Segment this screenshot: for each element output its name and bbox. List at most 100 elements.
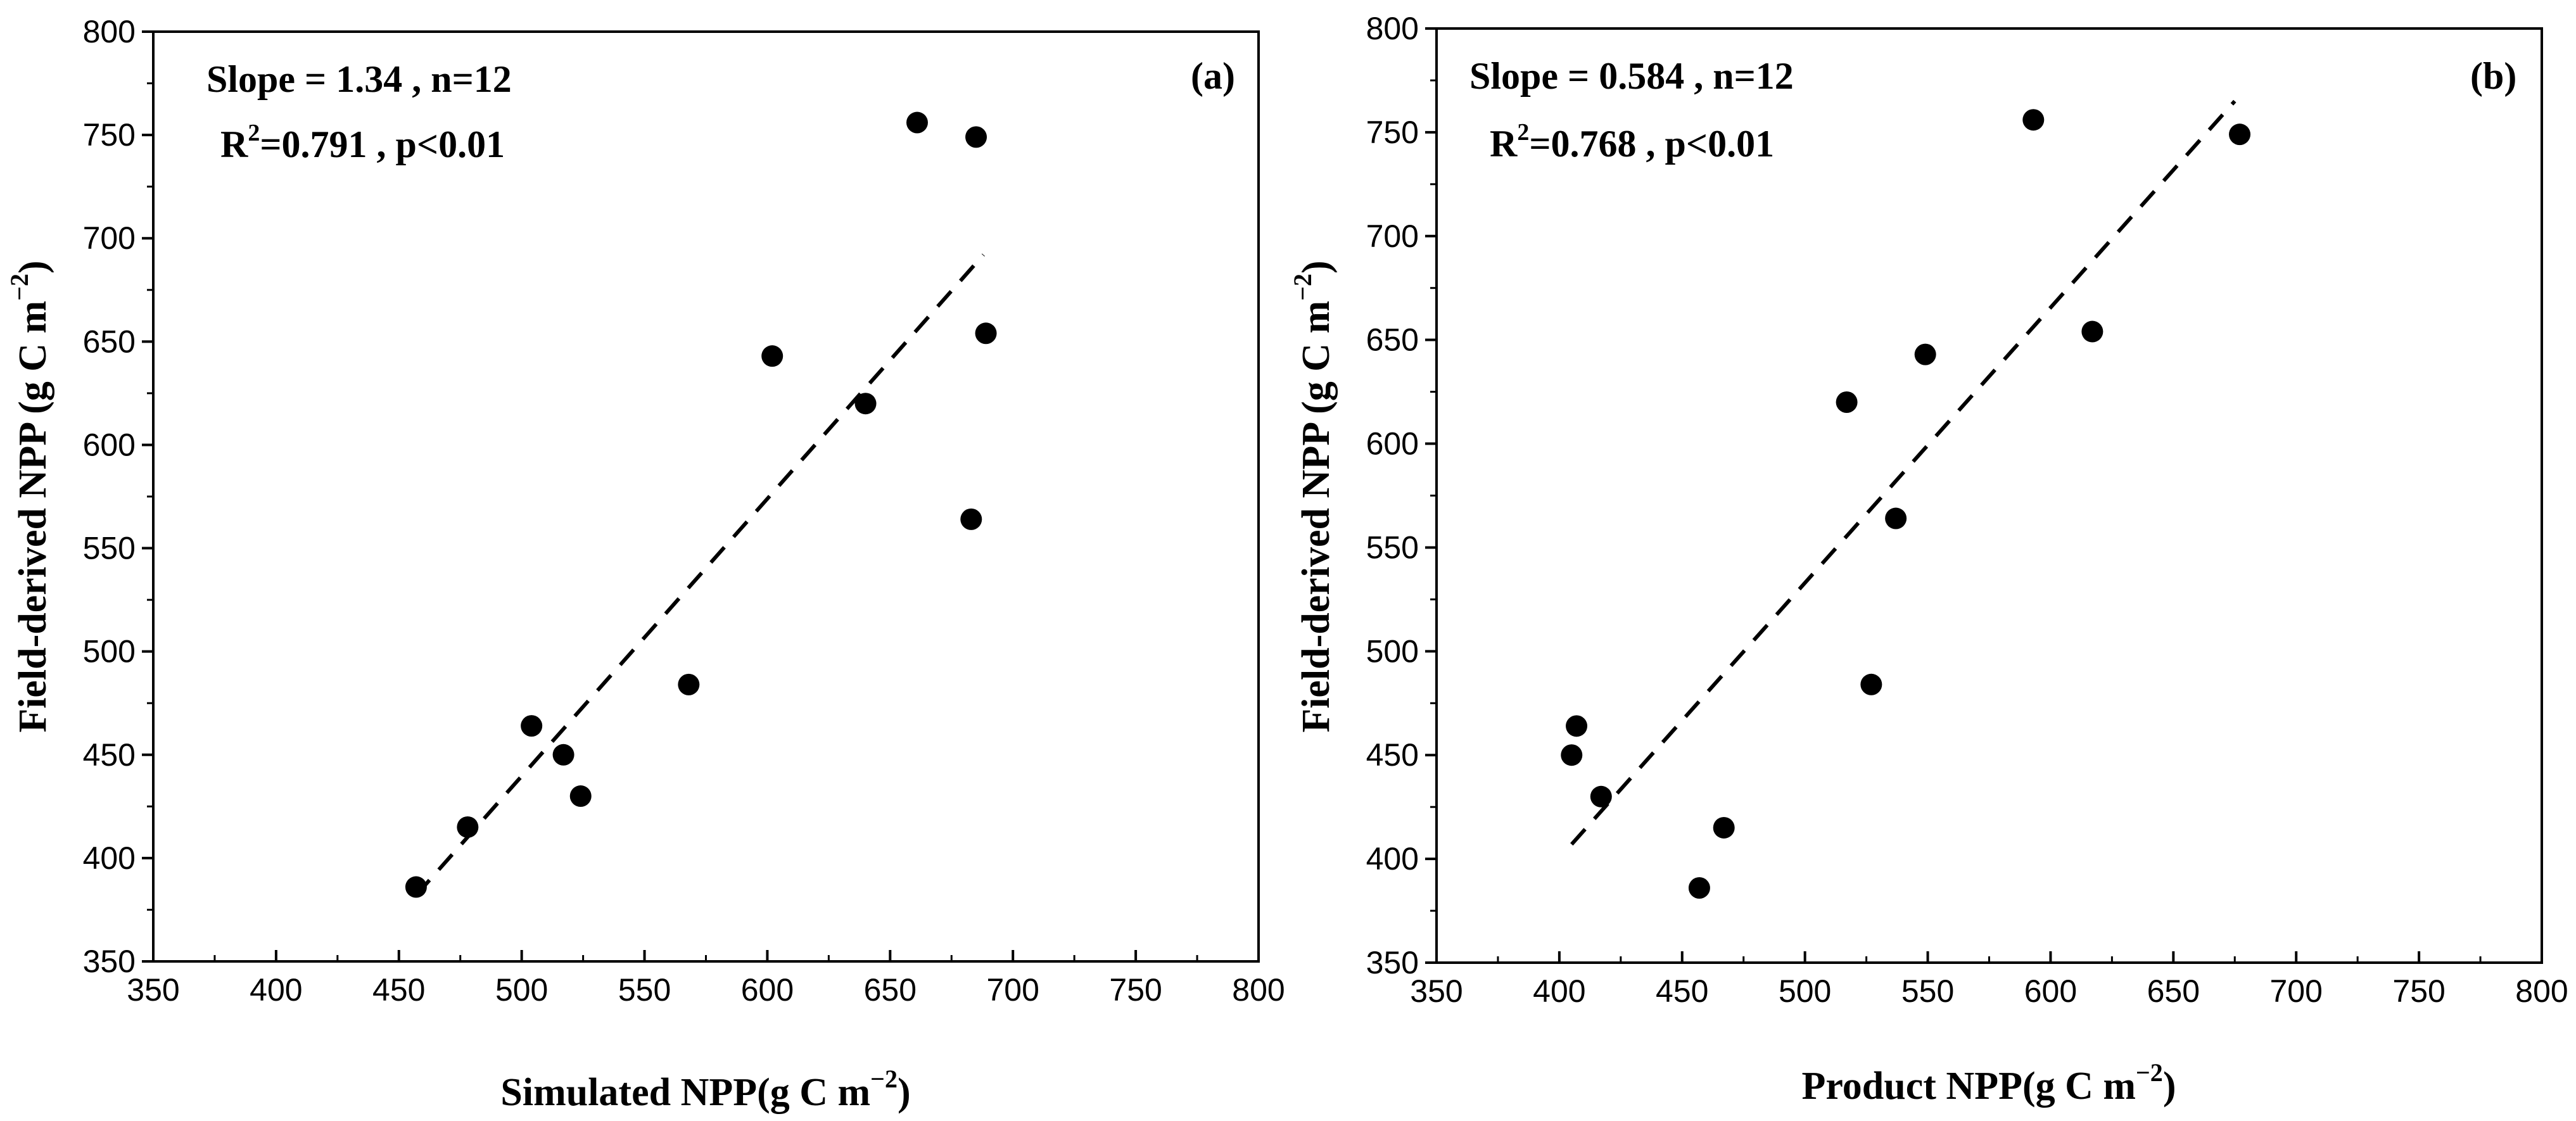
panel-b-annotation-r: R xyxy=(1490,123,1518,165)
panel-a-x-tick-label: 700 xyxy=(987,972,1039,1008)
panel-b-x-axis-label: Product NPP(g C m−2) xyxy=(1802,1058,2176,1108)
panel-b-x-axis-label-main: Product NPP(g C m xyxy=(1802,1065,2136,1108)
panel-a-x-axis-label-main: Simulated NPP(g C m xyxy=(500,1071,870,1114)
panel-b-x-tick-label: 450 xyxy=(1656,973,1708,1009)
panel-a-annotation-slope: Slope = 1.34 , n=12 xyxy=(206,58,512,100)
panel-a-data-point xyxy=(854,393,877,415)
panel-b-data-point xyxy=(2081,320,2103,343)
panel-a-data-point xyxy=(405,876,427,898)
panel-a-annotation-r-sup: 2 xyxy=(248,120,260,146)
panel-b-data-point xyxy=(1914,343,1936,365)
panel-b-fit-group xyxy=(1570,99,2237,846)
panel-a-y-tick-label: 750 xyxy=(83,117,136,153)
panel-b-data-point xyxy=(2229,124,2251,146)
panel-a-annotation-r2: R2=0.791 , p<0.01 xyxy=(220,120,505,165)
panel-b-x-tick-label: 350 xyxy=(1410,973,1462,1009)
panel-a-annotation-r: R xyxy=(220,124,248,165)
panel-a-x-tick-label: 350 xyxy=(127,972,179,1008)
panel-b-x-tick-label: 650 xyxy=(2147,973,2200,1009)
panel-a-y-axis-label-main: Field-derived NPP (g C m xyxy=(11,301,54,733)
panel-b-y-tick-label: 600 xyxy=(1366,426,1419,462)
panel-b-points xyxy=(1561,109,2251,899)
panel-a-data-point xyxy=(965,126,987,148)
panel-b-label: (b) xyxy=(2470,55,2516,97)
panel-a-data-point xyxy=(761,345,784,367)
panel-b-regression-line xyxy=(1570,99,2237,846)
panel-b-y-tick-label: 550 xyxy=(1366,529,1419,565)
panel-b-data-point xyxy=(1566,715,1588,737)
panel-a-y-tick-label: 700 xyxy=(83,220,136,256)
panel-b-data-point xyxy=(1713,816,1735,839)
panel-b-annotation-r-sup: 2 xyxy=(1517,119,1529,146)
panel-b-data-point xyxy=(2022,109,2045,131)
panel-b-y-tick-label: 700 xyxy=(1366,218,1419,254)
panel-b-data-point xyxy=(1688,877,1710,899)
panel-b-plot-frame xyxy=(1435,27,2543,964)
panel-b-y-axis-label-end: ) xyxy=(1295,260,1338,274)
panel-b-y-tick-label: 650 xyxy=(1366,322,1419,358)
panel-a-y-tick-label: 350 xyxy=(83,944,136,979)
panel-b-y-tick-label: 800 xyxy=(1366,11,1419,46)
panel-a-data-point xyxy=(906,111,928,134)
panel-b-data-point xyxy=(1860,673,1882,695)
panel-a-data-point xyxy=(960,508,982,530)
panel-a-x-tick-label: 600 xyxy=(741,972,794,1008)
panel-b-x-tick-label: 700 xyxy=(2270,973,2323,1009)
panel-a-x-tick-label: 450 xyxy=(372,972,425,1008)
panel-a-y-tick-label: 400 xyxy=(83,840,136,876)
panel-b-y-tick-label: 500 xyxy=(1366,633,1419,669)
panel-a-x-axis-label-end: ) xyxy=(898,1071,911,1114)
panel-a-y-axis-label: Field-derived NPP (g C m−2) xyxy=(5,260,54,732)
panel-b-y-axis-label-main: Field-derived NPP (g C m xyxy=(1295,301,1338,733)
panel-b-x-tick-label: 550 xyxy=(1901,973,1954,1009)
panel-b-y-tick-label: 750 xyxy=(1366,115,1419,150)
panel-a-regression-line xyxy=(414,253,985,897)
panel-a-y-tick-label: 450 xyxy=(83,737,136,773)
panel-a-data-point xyxy=(552,744,574,766)
panel-b: 350 400 450 500 550 600 650 700 750 800 350 400 450 5… xyxy=(1288,11,2568,1108)
panel-b-annotation-slope: Slope = 0.584 , n=12 xyxy=(1469,55,1794,97)
panel-a-y-tick-label: 550 xyxy=(83,531,136,566)
panel-a-x-axis-label-sup: −2 xyxy=(870,1065,898,1093)
panel-a-y-tick-label: 600 xyxy=(83,427,136,462)
panel-a-data-point xyxy=(457,816,479,838)
panel-a-y-axis-label-sup: −2 xyxy=(5,274,34,301)
panel-a-fit-group xyxy=(414,253,985,897)
panel-a-points xyxy=(405,111,997,898)
panel-b-y-tick-label: 400 xyxy=(1366,841,1419,877)
panel-a-x-tick-label: 650 xyxy=(864,972,917,1008)
panel-a-data-point xyxy=(678,673,700,695)
panel-a-ticks: 350 400 450 500 550 600 650 700 750 800 350 400 450 5… xyxy=(83,14,1285,1008)
panel-a-x-axis-label: Simulated NPP(g C m−2) xyxy=(500,1065,910,1114)
panel-b-x-tick-label: 600 xyxy=(2024,973,2077,1009)
panel-a-data-point xyxy=(569,785,592,808)
panel-a-x-tick-label: 550 xyxy=(618,972,671,1008)
panel-a-annotation-r2-rest: =0.791 , p<0.01 xyxy=(260,124,505,165)
panel-b-x-axis-label-end: ) xyxy=(2163,1065,2176,1108)
panel-b-y-tick-label: 450 xyxy=(1366,737,1419,773)
panel-a-data-point xyxy=(521,715,543,737)
panel-a-y-tick-label: 500 xyxy=(83,634,136,669)
panel-b-x-axis-label-sup: −2 xyxy=(2136,1058,2163,1087)
panel-a-plot-frame xyxy=(152,30,1260,963)
panel-a: 350 400 450 500 550 600 650 700 750 800 350 400 450 5… xyxy=(5,14,1285,1114)
panel-a-y-tick-label: 800 xyxy=(83,14,136,49)
panel-b-annotation-r2: R2=0.768 , p<0.01 xyxy=(1490,119,1774,165)
panel-b-y-axis-label: Field-derived NPP (g C m−2) xyxy=(1288,260,1338,732)
panel-b-x-tick-label: 500 xyxy=(1779,973,1831,1009)
panel-a-x-tick-label: 750 xyxy=(1109,972,1162,1008)
panel-b-y-tick-label: 350 xyxy=(1366,945,1419,980)
panel-b-data-point xyxy=(1561,744,1583,766)
panel-b-y-axis-label-sup: −2 xyxy=(1288,274,1317,301)
panel-a-label: (a) xyxy=(1191,55,1235,97)
panel-b-data-point xyxy=(1590,785,1612,808)
panel-a-x-tick-label: 800 xyxy=(1232,972,1285,1008)
panel-a-x-tick-label: 500 xyxy=(495,972,548,1008)
panel-a-y-tick-label: 650 xyxy=(83,324,136,359)
panel-b-x-tick-label: 750 xyxy=(2392,973,2445,1009)
panel-b-data-point xyxy=(1885,507,1907,529)
panel-b-annotation-r2-rest: =0.768 , p<0.01 xyxy=(1529,123,1774,165)
panel-b-ticks: 350 400 450 500 550 600 650 700 750 800 350 400 450 5… xyxy=(1366,11,2568,1009)
panel-a-data-point xyxy=(975,322,997,345)
